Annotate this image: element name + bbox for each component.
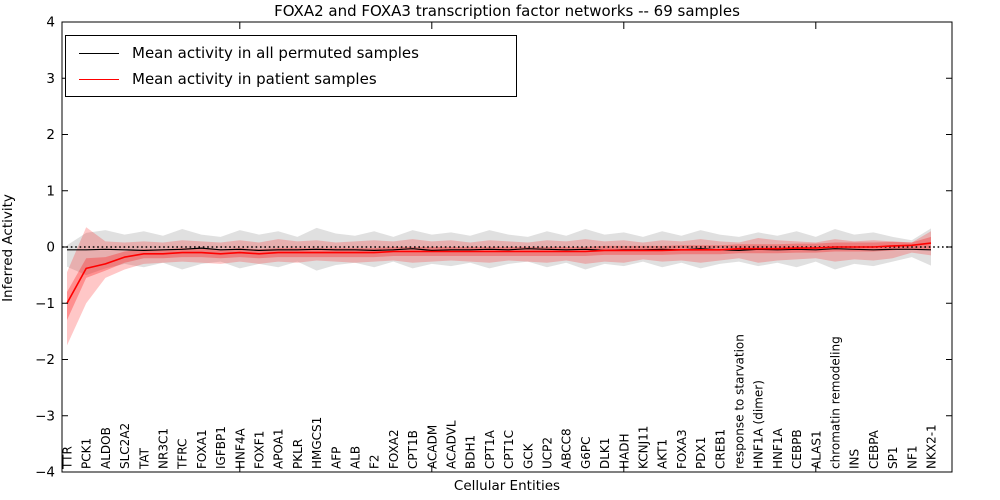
red-line-swatch-icon [79, 78, 119, 80]
x-tick-label: DLK1 [598, 438, 612, 469]
x-axis-label: Cellular Entities [453, 478, 561, 494]
x-tick-label: ALAS1 [809, 430, 823, 469]
legend: Mean activity in all permuted samples Me… [65, 35, 517, 97]
x-tick-label: PDX1 [694, 437, 708, 469]
permuted-mean-line [67, 247, 932, 251]
x-tick-label: CPT1B [406, 430, 420, 469]
x-tick-label: chromatin remodeling [829, 336, 843, 469]
x-tick-label: PKLR [291, 439, 305, 469]
y-axis-label: Inferred Activity [0, 194, 16, 302]
x-tick-label: HADH [617, 434, 631, 470]
y-tick-label: 3 [46, 71, 55, 87]
x-tick-label: TTR [61, 446, 75, 470]
x-tick-label: NR3C1 [157, 428, 171, 469]
x-tick-label: HMGCS1 [310, 417, 324, 469]
x-tick-label: HNF4A [233, 427, 247, 469]
x-tick-label: UCP2 [541, 437, 555, 469]
y-tick-label: 1 [46, 183, 55, 199]
x-tick-label: response to starvation [733, 334, 747, 469]
x-tick-label: BDH1 [464, 435, 478, 469]
y-tick-label: 4 [46, 15, 55, 31]
legend-label-patient: Mean activity in patient samples [132, 70, 377, 88]
x-tick-label: ALB [349, 446, 363, 469]
x-tick-label: TFRC [176, 439, 190, 470]
black-line-swatch-icon [79, 52, 119, 54]
x-tick-label: FOXA3 [675, 429, 689, 469]
x-tick-label: CEBPA [867, 429, 881, 469]
y-tick-label: −2 [35, 352, 55, 368]
x-tick-label: ALDOB [99, 427, 113, 469]
legend-label-permuted: Mean activity in all permuted samples [132, 44, 419, 62]
x-tick-label: CPT1C [502, 430, 516, 469]
patient-samples-range-inner-band [67, 236, 931, 321]
x-tick-label: IGFBP1 [214, 426, 228, 469]
x-tick-label: SP1 [886, 447, 900, 470]
x-tick-label: AKT1 [656, 439, 670, 469]
x-tick-label: NKX2-1 [925, 424, 939, 469]
chart-title: FOXA2 and FOXA3 transcription factor net… [274, 2, 740, 20]
x-tick-label: ACADM [425, 425, 439, 469]
legend-item-patient: Mean activity in patient samples [79, 67, 516, 91]
x-tick-label: TAT [137, 447, 151, 470]
x-tick-label: FOXF1 [253, 431, 267, 469]
x-tick-label: CREB1 [713, 429, 727, 469]
x-tick-label: AFP [329, 447, 343, 469]
y-tick-label: −1 [35, 296, 55, 312]
x-tick-label: F2 [368, 454, 382, 469]
x-tick-label: KCNJ11 [637, 426, 651, 469]
x-tick-label: CPT1A [483, 429, 497, 469]
x-tick-label: FOXA2 [387, 429, 401, 469]
x-tick-label: PCK1 [80, 438, 94, 469]
y-tick-label: −3 [35, 408, 55, 424]
y-tick-label: −4 [35, 465, 55, 481]
x-tick-label: INS [848, 449, 862, 469]
x-tick-label: G6PC [579, 436, 593, 469]
y-tick-label: 2 [46, 127, 55, 143]
patient-samples-range-outer-band [67, 227, 931, 346]
x-tick-label: GCK [521, 442, 535, 469]
x-tick-label: HNF1A (dimer) [752, 380, 766, 469]
x-tick-label: HNF1A [771, 427, 785, 469]
x-tick-label: NF1 [905, 445, 919, 469]
patient-mean-line [66, 242, 932, 304]
y-tick-label: 0 [46, 240, 55, 256]
x-tick-label: ABCC8 [560, 428, 574, 469]
x-tick-label: APOA1 [272, 428, 286, 469]
legend-item-permuted: Mean activity in all permuted samples [79, 41, 516, 65]
x-tick-label: FOXA1 [195, 429, 209, 469]
x-tick-label: ACADVL [445, 420, 459, 469]
x-tick-label: SLC2A2 [118, 423, 132, 469]
x-tick-label: CEBPB [790, 429, 804, 469]
